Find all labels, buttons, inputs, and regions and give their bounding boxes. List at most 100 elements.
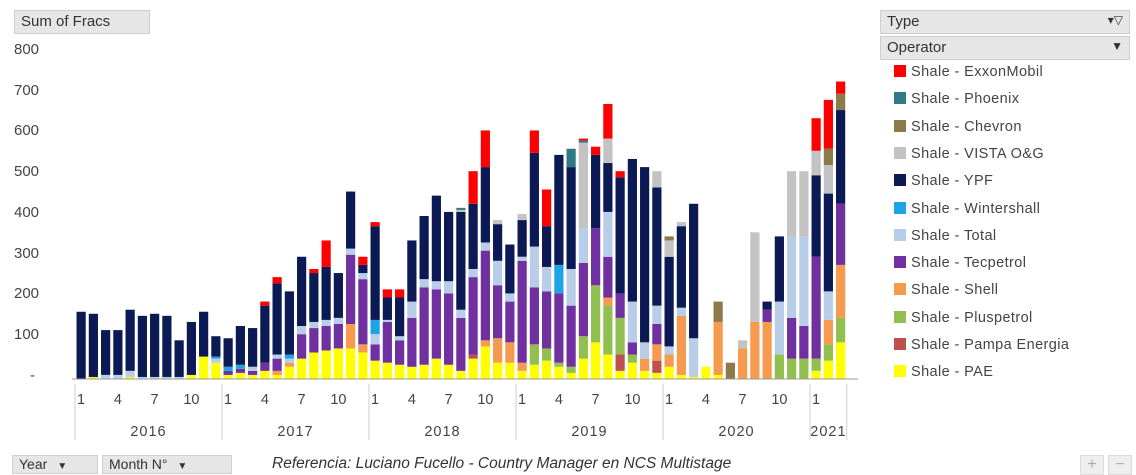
bar-segment-pae (395, 364, 405, 379)
bar-segment-total (333, 317, 343, 324)
bar-segment-pae (235, 372, 245, 379)
legend-item[interactable]: Shale - Wintershall (894, 201, 1040, 221)
bar-segment-pae (370, 360, 380, 379)
legend-item[interactable]: Shale - VISTA O&G (894, 146, 1044, 166)
bar-segment-ypf (468, 203, 478, 269)
collapse-button[interactable]: − (1108, 455, 1132, 475)
value-field-button[interactable]: Sum of Fracs (14, 10, 150, 34)
year-field-button[interactable]: Year ▼ (12, 455, 98, 474)
bar-segment-exxon (542, 189, 552, 227)
bar-segment-total (358, 273, 368, 280)
bar-segment-chev (725, 362, 735, 379)
expand-button[interactable]: + (1080, 455, 1104, 475)
bar-segment-total (542, 266, 552, 292)
bar-segment-total (689, 338, 699, 377)
legend-item[interactable]: Shale - Tecpetrol (894, 255, 1026, 275)
bar-segment-total (125, 370, 135, 377)
y-tick-label: 200 (14, 285, 40, 302)
bar-segment-pae (603, 354, 613, 379)
bar-segment-tec (787, 317, 797, 359)
bar-segment-pae (480, 346, 490, 379)
bar-segment-exxon (309, 268, 319, 274)
bar-segment-pae (652, 372, 662, 379)
legend-item[interactable]: Shale - YPF (894, 173, 993, 193)
legend-item[interactable]: Shale - Chevron (894, 119, 1022, 139)
legend-swatch (894, 310, 906, 323)
legend-swatch (894, 92, 906, 105)
month-field-button[interactable]: Month N° ▼ (102, 455, 232, 474)
legend-item[interactable]: Shale - Total (894, 228, 997, 248)
legend-item[interactable]: Shale - Phoenix (894, 91, 1019, 111)
bar-segment-ypf (652, 187, 662, 306)
bar-segment-plus (836, 317, 846, 343)
bar-segment-ypf (811, 175, 821, 257)
legend-label: Shale - Total (911, 227, 997, 244)
bar-segment-shell (738, 348, 748, 379)
operator-legend-button[interactable]: Operator ▼ (880, 36, 1130, 60)
bar-segment-shell (493, 338, 503, 363)
x-tick-label: 1 (665, 392, 673, 408)
bar-segment-shell (676, 315, 686, 375)
bar-segment-tec (431, 289, 441, 359)
bar-segment-ypf (76, 311, 86, 379)
x-tick-label: 7 (298, 392, 306, 408)
bar-segment-vista (811, 150, 821, 176)
bar-segment-ypf (137, 315, 147, 377)
legend-item[interactable]: Shale - Shell (894, 282, 998, 302)
bar-segment-total (774, 301, 784, 355)
bar-segment-tec (505, 301, 515, 343)
bar-segment-ypf (493, 224, 503, 261)
bar-segment-tec (346, 254, 356, 324)
chevron-down-icon: ▼ (57, 461, 68, 472)
bar-segment-total (480, 242, 490, 251)
legend-item[interactable]: Shale - Pluspetrol (894, 310, 1033, 330)
bar-segment-tec (468, 277, 478, 355)
bar-segment-total (603, 211, 613, 257)
bar-segment-ypf (505, 244, 515, 294)
stacked-bar-chart: 1 4 7 10 1 4 7 10 1 4 7 10 1 4 7 10 1 4 7 10 1 2016 2017 2018 20… (72, 81, 858, 440)
operator-legend-label: Operator (887, 39, 947, 56)
bar-segment-total (321, 319, 331, 327)
bar-segment-pae (346, 348, 356, 379)
bar-segment-shell (480, 340, 490, 347)
legend-item[interactable]: Shale - PAE (894, 364, 993, 384)
bar-segment-pae (493, 362, 503, 379)
bar-segment-shell (603, 297, 613, 306)
bar-segment-tec (260, 362, 270, 371)
bar-segment-total (823, 291, 833, 320)
bar-segment-shell (836, 264, 846, 318)
bar-segment-pae (321, 350, 331, 379)
legend-swatch (894, 256, 906, 269)
bar-segment-exxon (811, 118, 821, 151)
bar-segment-total (137, 376, 147, 379)
bar-segment-exxon (480, 130, 490, 168)
bar-segment-tec (248, 370, 258, 375)
year-label: 2021 (810, 424, 846, 440)
bar-segment-tec (235, 368, 245, 373)
y-tick-label: 400 (14, 204, 40, 221)
bar-segment-pae (713, 374, 723, 379)
bar-segment-pae (284, 366, 294, 379)
bar-segment-exxon (823, 99, 833, 149)
legend-item[interactable]: Shale - Pampa Energia (894, 337, 1069, 357)
bar-segment-ypf (101, 330, 111, 375)
bar-segment-plus (799, 358, 809, 380)
bar-segment-pae (529, 364, 539, 379)
bar-segment-ypf (162, 315, 172, 377)
bar-segment-exxon (615, 171, 625, 178)
x-tick-label: 7 (739, 392, 747, 408)
bar-segment-tec (566, 305, 576, 367)
bar-segment-phoe (578, 140, 588, 143)
legend-swatch (894, 365, 906, 378)
legend-swatch (894, 174, 906, 187)
bar-segment-shell (652, 344, 662, 361)
bar-segment-pae (419, 364, 429, 379)
legend-item[interactable]: Shale - ExxonMobil (894, 64, 1043, 84)
bar-segment-tec (272, 358, 282, 371)
bar-segment-total (676, 307, 686, 316)
bar-segment-plus (529, 344, 539, 365)
type-filter-button[interactable]: Type ▾▽ (880, 10, 1130, 34)
bar-segment-shell (346, 323, 356, 349)
bar-segment-shell (750, 321, 760, 379)
chevron-down-icon: ▼ (177, 461, 188, 472)
